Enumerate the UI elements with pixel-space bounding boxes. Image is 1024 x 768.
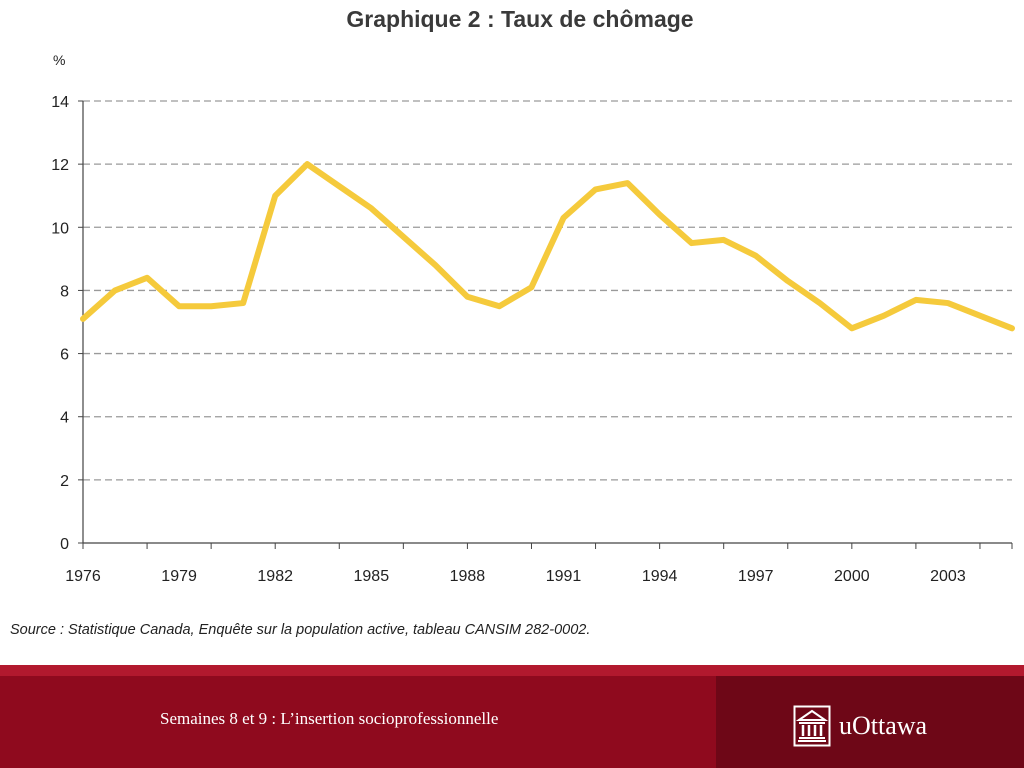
- footer-bar: Semaines 8 et 9 : L’insertion socioprofe…: [0, 665, 1024, 768]
- university-building-icon: [793, 705, 831, 747]
- grid-lines: [83, 100, 1012, 481]
- axes: [78, 100, 1013, 549]
- x-tick-label: 1976: [65, 568, 101, 585]
- y-axis-unit-label: %: [53, 52, 65, 68]
- y-tick-label: 4: [60, 410, 69, 427]
- y-tick-label: 6: [60, 347, 69, 364]
- line-chart: 0 2 4 6 8 10 12 14% 1976 1979 1982 1985 1988 1991 1994…: [51, 52, 1015, 585]
- x-tick-label: 1991: [546, 568, 582, 585]
- logo-text: uOttawa: [839, 711, 928, 740]
- x-tick-label: 2003: [930, 568, 966, 585]
- x-tick-label: 2000: [834, 568, 870, 585]
- y-tick-label: 10: [51, 220, 69, 237]
- y-tick-label: 8: [60, 283, 69, 300]
- x-tick-label: 1988: [450, 568, 486, 585]
- series-layer: [80, 161, 1015, 332]
- y-tick-label: 14: [51, 94, 69, 111]
- x-tick-label: 1979: [161, 568, 197, 585]
- series-line: [80, 161, 1015, 332]
- y-tick-label: 0: [60, 536, 69, 553]
- footer-text: Semaines 8 et 9 : L’insertion socioprofe…: [160, 709, 499, 728]
- chart-title: Graphique 2 : Taux de chômage: [346, 6, 694, 32]
- footer-logo-panel: [716, 676, 1024, 768]
- x-tick-label: 1982: [257, 568, 293, 585]
- footer-accent-line: [0, 665, 1024, 676]
- tick-labels: 0 2 4 6 8 10 12 14% 1976 1979 1982 1985 1988 1991 1994…: [51, 52, 966, 585]
- y-tick-label: 2: [60, 473, 69, 490]
- y-tick-label: 12: [51, 157, 69, 174]
- x-tick-label: 1994: [642, 568, 678, 585]
- x-tick-label: 1997: [738, 568, 774, 585]
- source-note: Source : Statistique Canada, Enquête sur…: [10, 622, 591, 638]
- x-tick-label: 1985: [354, 568, 390, 585]
